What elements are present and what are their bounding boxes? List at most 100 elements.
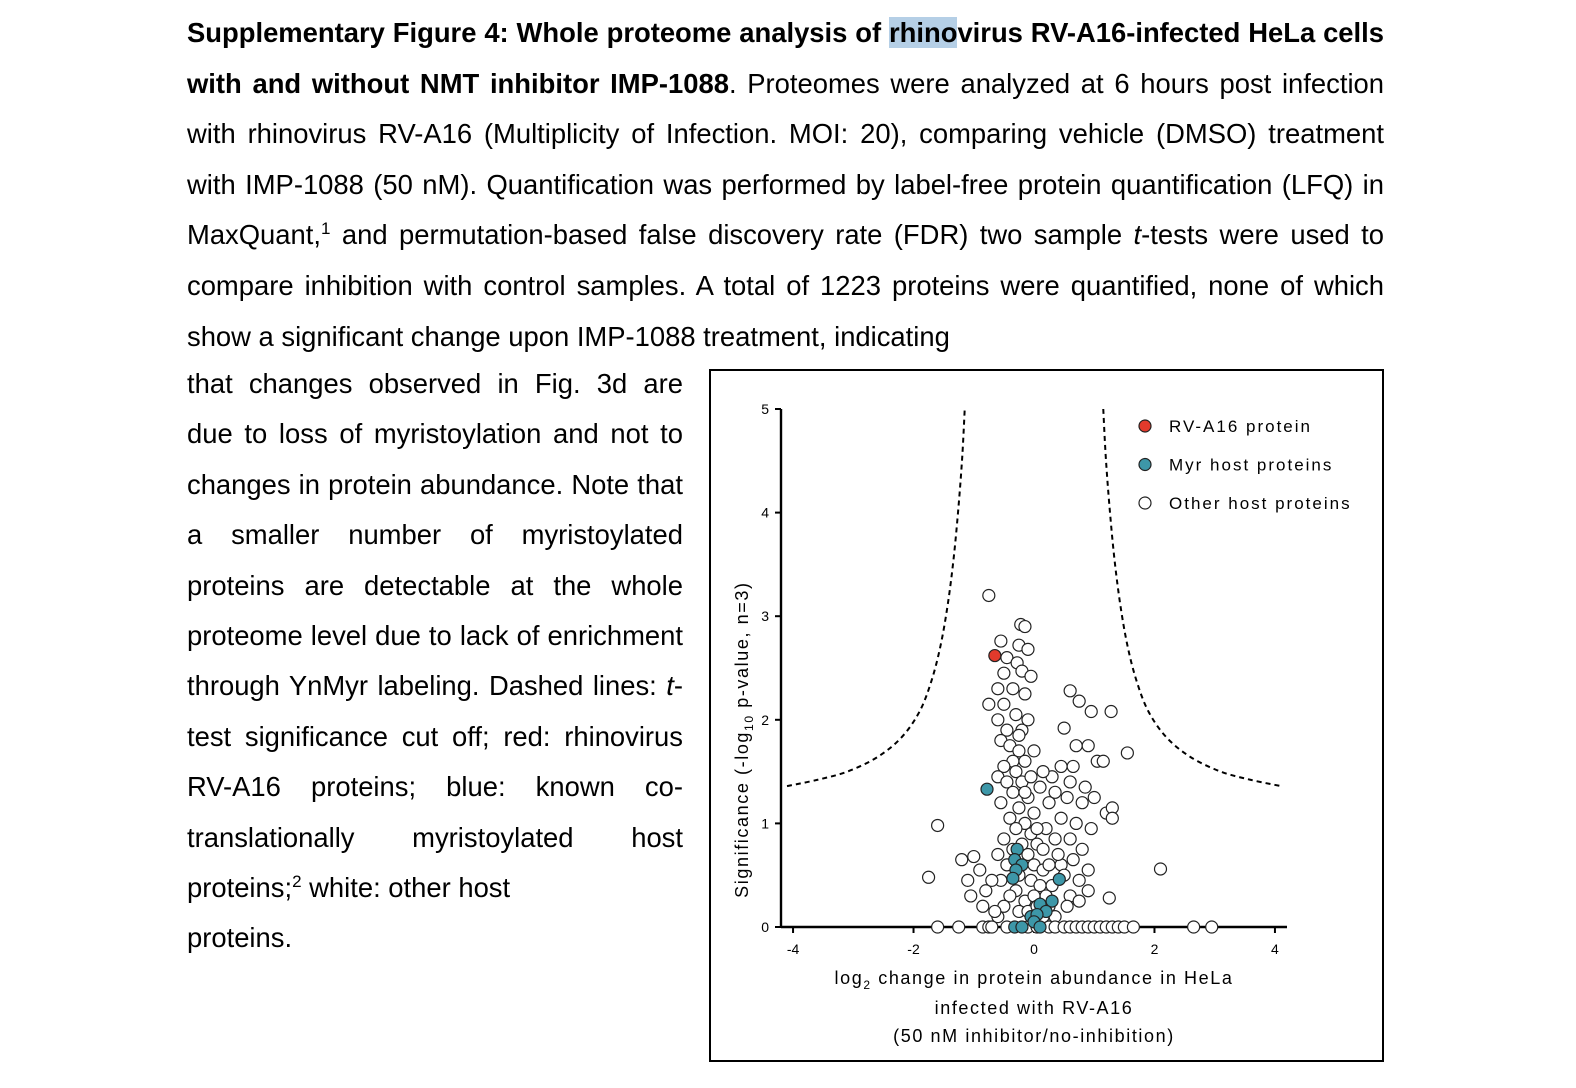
other-host-protein-point xyxy=(1048,785,1062,799)
volcano-plot-frame: -4 -2 0 2 4 0 1 2 3 4 5 RV-A16 protein Myr host pro… xyxy=(709,369,1384,1062)
x-axis-label-line3: (50 nM inhibitor/no-inhibition) xyxy=(893,1026,1175,1046)
other-host-protein-point xyxy=(1012,728,1026,742)
other-host-protein-point xyxy=(1009,765,1023,779)
other-host-protein-point xyxy=(952,920,966,934)
legend-marker xyxy=(1138,457,1152,472)
reference-superscript: 1 xyxy=(320,219,331,239)
other-host-protein-point xyxy=(1057,721,1071,735)
other-host-protein-point xyxy=(1063,684,1077,698)
other-host-protein-point xyxy=(976,899,990,913)
caption-highlight[interactable]: rhino xyxy=(888,17,958,48)
other-host-protein-point xyxy=(1066,853,1080,867)
caption-side-last-line: proteins. xyxy=(187,922,293,954)
myr-host-protein-point xyxy=(1045,894,1059,908)
other-host-protein-point xyxy=(1104,704,1118,719)
y-tick-label: 3 xyxy=(761,608,769,624)
myr-host-protein-point xyxy=(980,782,994,796)
other-host-protein-point xyxy=(1066,759,1080,774)
other-host-protein-point xyxy=(1054,811,1068,825)
reference-superscript: 2 xyxy=(292,871,302,891)
other-host-protein-point xyxy=(1051,847,1065,862)
other-host-protein-point xyxy=(1012,801,1026,815)
caption-body: white: other host xyxy=(301,872,511,904)
volcano-plot: -4 -2 0 2 4 0 1 2 3 4 5 RV-A16 protein Myr host pro… xyxy=(732,401,1350,1046)
other-host-protein-point xyxy=(1027,806,1041,820)
other-host-protein-point xyxy=(997,666,1011,680)
other-host-protein-point xyxy=(1081,884,1095,898)
other-host-protein-point xyxy=(997,697,1011,711)
y-tick-label: 4 xyxy=(761,505,769,521)
other-host-protein-point xyxy=(1003,811,1017,825)
other-host-protein-point xyxy=(1042,858,1056,872)
other-host-protein-point xyxy=(1069,739,1083,753)
y-tick-label: 2 xyxy=(761,712,769,728)
caption-side-paragraph: that changes observed in Fig. 3d are due… xyxy=(187,359,683,913)
other-host-protein-point xyxy=(1072,894,1086,908)
other-host-protein-point xyxy=(1024,669,1038,683)
y-tick-label: 1 xyxy=(761,815,769,831)
other-host-protein-point xyxy=(1036,765,1050,779)
other-host-protein-point xyxy=(1069,816,1083,830)
other-host-protein-point xyxy=(1009,708,1023,722)
legend: RV-A16 protein Myr host proteins Other hos… xyxy=(1138,417,1350,513)
other-host-protein-point xyxy=(1072,694,1086,708)
y-tick-label: 0 xyxy=(761,919,769,935)
rv-a16-protein-point xyxy=(988,648,1002,663)
other-host-protein-point xyxy=(1030,821,1044,836)
other-host-protein-point xyxy=(1036,842,1050,856)
caption-body: -test significance cut off; red: rhinovi… xyxy=(187,670,683,904)
other-host-protein-point xyxy=(1105,811,1119,825)
other-host-protein-point xyxy=(1048,832,1062,846)
other-host-protein-point xyxy=(991,713,1005,727)
y-tick-label: 5 xyxy=(761,401,769,417)
other-host-protein-point xyxy=(1021,642,1035,656)
other-host-protein-point xyxy=(1042,796,1056,810)
figure-caption-top: Supplementary Figure 4: Whole proteome a… xyxy=(187,8,1384,362)
other-host-protein-point xyxy=(991,682,1005,696)
legend-marker xyxy=(1138,419,1152,433)
other-host-protein-point xyxy=(973,863,987,877)
other-host-protein-point xyxy=(961,873,975,887)
other-host-protein-point xyxy=(1084,821,1098,836)
other-host-protein-point xyxy=(1000,723,1014,737)
other-host-protein-point xyxy=(1081,863,1095,877)
other-host-protein-point xyxy=(921,870,936,884)
caption-lead: Supplementary Figure 4: Whole proteome a… xyxy=(187,17,1384,99)
other-host-protein-point xyxy=(1060,899,1074,913)
other-host-protein-point xyxy=(1003,889,1017,903)
other-host-protein-point xyxy=(982,588,996,603)
other-host-protein-point xyxy=(964,889,978,903)
other-host-protein-point xyxy=(991,847,1005,862)
other-host-protein-point xyxy=(1075,842,1089,856)
other-host-protein-point xyxy=(1012,744,1026,758)
other-host-protein-point xyxy=(988,904,1002,919)
other-host-protein-point xyxy=(1063,832,1077,846)
other-host-protein-point xyxy=(1102,891,1116,905)
myr-host-protein-point xyxy=(1015,920,1029,934)
other-host-protein-point xyxy=(994,796,1008,810)
other-host-protein-point xyxy=(1096,754,1110,768)
x-tick-label: 4 xyxy=(1271,941,1279,957)
other-host-protein-point xyxy=(1205,920,1219,934)
other-host-protein-point xyxy=(1084,704,1098,719)
cutoff-curve-right xyxy=(1102,408,1282,788)
data-points xyxy=(921,588,1219,934)
other-host-protein-point xyxy=(1063,775,1077,789)
other-host-protein-point xyxy=(982,697,996,711)
caption-italic: t xyxy=(1133,219,1142,251)
other-host-protein-point xyxy=(931,818,945,833)
other-host-protein-point xyxy=(1033,780,1047,794)
x-tick-label: -4 xyxy=(787,941,800,957)
other-host-protein-point xyxy=(1072,873,1086,887)
legend-marker xyxy=(1138,496,1152,510)
other-host-protein-point xyxy=(1075,796,1089,810)
x-tick-label: 2 xyxy=(1151,941,1159,957)
x-axis-label-line1: log2 change in protein abundance in HeLa xyxy=(835,968,1234,992)
figure-caption-side: that changes observed in Fig. 3d are due… xyxy=(187,359,683,964)
other-host-protein-point xyxy=(1126,920,1140,934)
other-host-protein-point xyxy=(997,832,1011,846)
myr-host-protein-point xyxy=(1052,872,1066,886)
other-host-protein-point xyxy=(985,920,999,934)
myr-host-protein-point xyxy=(1006,871,1020,885)
